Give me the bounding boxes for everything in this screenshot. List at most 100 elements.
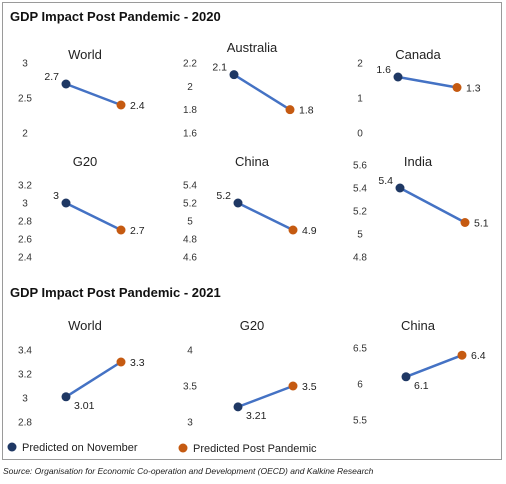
point-predicted-post-pandemic: [288, 381, 298, 391]
data-label: 2.7: [44, 71, 59, 83]
tick-label: 3.4: [18, 346, 32, 357]
data-label: 3.21: [246, 410, 267, 422]
tick-label: 5.6: [353, 161, 367, 172]
tick-label: 5: [357, 230, 363, 241]
series-line: [65, 201, 122, 232]
point-predicted-post-pandemic: [116, 225, 126, 235]
panel-title-india-2020: India: [404, 154, 433, 169]
series-line: [399, 186, 466, 224]
tick-label: 5.2: [353, 207, 367, 218]
tick-label: 4.6: [183, 253, 197, 264]
tick-label: 3: [187, 418, 193, 429]
tick-label: 3: [22, 394, 28, 405]
legend: Predicted on November Predicted Post Pan…: [7, 442, 317, 455]
tick-label: 1.8: [183, 105, 197, 116]
data-label: 1.8: [299, 105, 314, 117]
tick-label: 4.8: [183, 235, 197, 246]
panel-india-2020: India 5.6 5.4 5.2 5 4.8 5.4 5.1: [353, 154, 489, 264]
tick-label: 2.2: [183, 59, 197, 70]
panel-world-2020: World 3 2.5 2 2.7 2.4: [18, 47, 145, 140]
panel-g20-2021: G20 4 3.5 3 3.21 3.5: [183, 318, 317, 429]
series-line: [233, 73, 291, 111]
panel-title-world-2020: World: [68, 47, 102, 62]
panel-g20-2020: G20 3.2 3 2.8 2.6 2.4 3 2.7: [18, 154, 145, 264]
series-line: [237, 201, 294, 232]
panel-title-g20-2020: G20: [73, 154, 98, 169]
point-predicted-november: [233, 402, 243, 412]
panel-title-g20-2021: G20: [240, 318, 265, 333]
panel-canada-2020: Canada 2 1 0 1.6 1.3: [357, 47, 481, 140]
data-label: 1.6: [376, 64, 391, 76]
tick-label: 5.5: [353, 416, 367, 427]
series-line: [65, 82, 122, 107]
data-label: 5.4: [378, 175, 393, 187]
point-predicted-post-pandemic: [457, 350, 467, 360]
point-predicted-november: [395, 183, 405, 193]
point-predicted-post-pandemic: [116, 100, 126, 110]
tick-label: 5.4: [183, 181, 197, 192]
source-note: Source: Organisation for Economic Co-ope…: [3, 466, 374, 476]
series-line: [65, 360, 122, 398]
section-title-2021: GDP Impact Post Pandemic - 2021: [10, 285, 221, 300]
panel-china-2020: China 5.4 5.2 5 4.8 4.6 5.2 4.9: [183, 154, 317, 264]
tick-label: 3: [22, 199, 28, 210]
point-predicted-november: [61, 79, 71, 89]
tick-label: 5.4: [353, 184, 367, 195]
point-predicted-post-pandemic: [288, 225, 298, 235]
data-label: 2.1: [212, 62, 227, 74]
tick-label: 4.8: [353, 253, 367, 264]
data-label: 5.2: [216, 190, 231, 202]
tick-label: 0: [357, 129, 363, 140]
tick-label: 2.8: [18, 217, 32, 228]
point-predicted-november: [229, 70, 239, 80]
tick-label: 4: [187, 346, 193, 357]
tick-label: 2.4: [18, 253, 32, 264]
panel-title-china-2021: China: [401, 318, 436, 333]
panel-title-canada-2020: Canada: [395, 47, 441, 62]
data-label: 4.9: [302, 225, 317, 237]
legend-marker-november: [7, 442, 17, 452]
data-label: 3.5: [302, 381, 317, 393]
point-predicted-post-pandemic: [285, 105, 295, 115]
legend-label-post-pandemic: Predicted Post Pandemic: [193, 443, 317, 455]
point-predicted-november: [393, 72, 403, 82]
tick-label: 2: [187, 82, 193, 93]
series-line: [397, 75, 458, 89]
panel-title-world-2021: World: [68, 318, 102, 333]
series-line: [405, 354, 463, 378]
point-predicted-november: [233, 198, 243, 208]
tick-label: 2: [357, 59, 363, 70]
panel-china-2021: China 6.5 6 5.5 6.1 6.4: [353, 318, 486, 427]
tick-label: 3.5: [183, 382, 197, 393]
point-predicted-post-pandemic: [116, 357, 126, 367]
data-label: 3.3: [130, 357, 145, 369]
data-label: 2.4: [130, 100, 145, 112]
tick-label: 5.2: [183, 199, 197, 210]
tick-label: 3.2: [18, 370, 32, 381]
point-predicted-november: [401, 372, 411, 382]
tick-label: 2.8: [18, 418, 32, 429]
data-label: 3: [53, 190, 59, 202]
point-predicted-november: [61, 392, 71, 402]
gdp-impact-chart: GDP Impact Post Pandemic - 2020 GDP Impa…: [7, 9, 489, 455]
tick-label: 3.2: [18, 181, 32, 192]
section-title-2020: GDP Impact Post Pandemic - 2020: [10, 9, 221, 24]
data-label: 6.4: [471, 350, 486, 362]
tick-label: 2.6: [18, 235, 32, 246]
tick-label: 3: [22, 59, 28, 70]
point-predicted-post-pandemic: [452, 83, 462, 92]
data-label: 2.7: [130, 225, 145, 237]
tick-label: 1.6: [183, 129, 197, 140]
chart-frame: [2, 2, 502, 460]
legend-label-november: Predicted on November: [22, 442, 138, 454]
data-label: 1.3: [466, 83, 481, 95]
panel-title-china-2020: China: [235, 154, 270, 169]
tick-label: 2: [22, 129, 28, 140]
panel-australia-2020: Australia 2.2 2 1.8 1.6 2.1 1.8: [183, 40, 314, 140]
tick-label: 1: [357, 94, 363, 105]
tick-label: 5: [187, 217, 193, 228]
panel-world-2021: World 3.4 3.2 3 2.8 3.01 3.3: [18, 318, 145, 429]
tick-label: 2.5: [18, 94, 32, 105]
panel-title-australia-2020: Australia: [227, 40, 278, 55]
point-predicted-november: [61, 198, 71, 208]
